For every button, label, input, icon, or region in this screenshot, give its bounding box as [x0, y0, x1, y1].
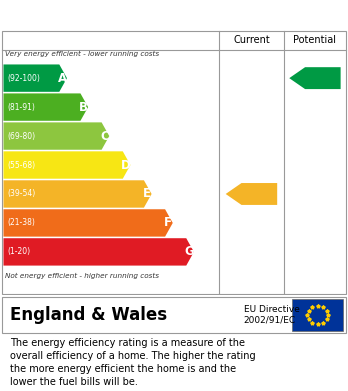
Text: Current: Current — [233, 35, 270, 45]
Text: Very energy efficient - lower running costs: Very energy efficient - lower running co… — [5, 51, 159, 57]
Text: (69-80): (69-80) — [8, 131, 36, 140]
Polygon shape — [3, 151, 130, 179]
Polygon shape — [3, 65, 67, 92]
Text: Energy Efficiency Rating: Energy Efficiency Rating — [10, 7, 220, 23]
Bar — [292, 299, 343, 331]
Text: Potential: Potential — [293, 35, 337, 45]
Text: D: D — [121, 158, 131, 172]
Text: (92-100): (92-100) — [8, 74, 40, 83]
Polygon shape — [3, 93, 88, 121]
Text: (1-20): (1-20) — [8, 248, 31, 256]
Text: B: B — [79, 100, 88, 114]
Text: C: C — [100, 129, 109, 143]
Text: F: F — [164, 217, 172, 230]
Polygon shape — [3, 209, 173, 237]
Text: (39-54): (39-54) — [8, 190, 36, 199]
Text: Not energy efficient - higher running costs: Not energy efficient - higher running co… — [5, 273, 159, 278]
Text: (55-68): (55-68) — [8, 161, 36, 170]
Polygon shape — [3, 238, 194, 265]
Text: England & Wales: England & Wales — [10, 306, 168, 324]
Polygon shape — [3, 122, 109, 150]
Text: G: G — [184, 246, 194, 258]
Text: (21-38): (21-38) — [8, 219, 35, 228]
Polygon shape — [3, 180, 152, 208]
Text: 47: 47 — [245, 187, 263, 201]
Polygon shape — [226, 183, 277, 205]
Text: E: E — [143, 187, 151, 201]
Text: A: A — [58, 72, 67, 84]
Text: The energy efficiency rating is a measure of the
overall efficiency of a home. T: The energy efficiency rating is a measur… — [10, 338, 256, 387]
Text: (81-91): (81-91) — [8, 102, 35, 111]
Text: EU Directive
2002/91/EC: EU Directive 2002/91/EC — [244, 305, 300, 325]
Text: 100: 100 — [304, 72, 331, 84]
Polygon shape — [289, 67, 341, 89]
